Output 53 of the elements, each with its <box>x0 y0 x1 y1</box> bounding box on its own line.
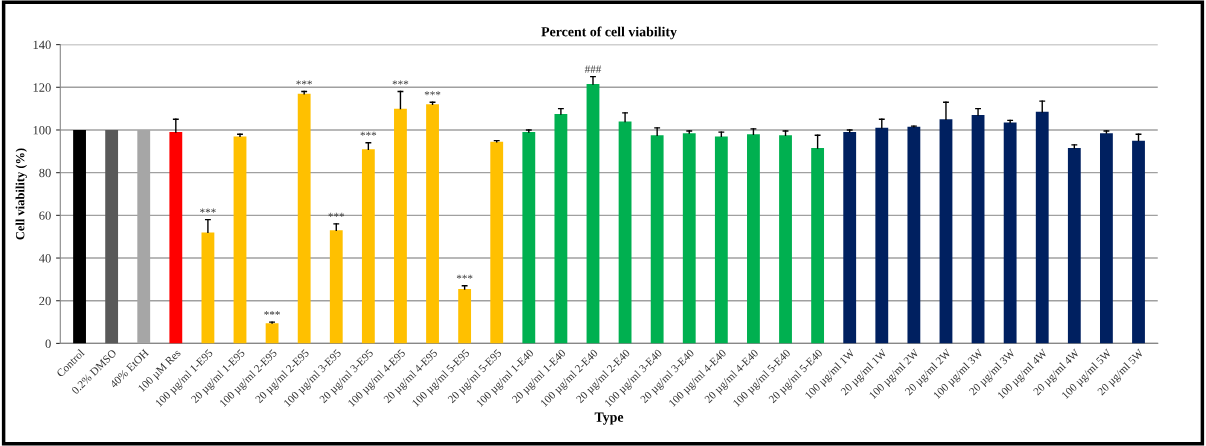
bar <box>1067 148 1081 344</box>
bar <box>554 113 568 344</box>
annotation: *** <box>328 212 345 217</box>
chart-title: Percent of cell viability <box>541 26 677 40</box>
y-tick-label: 40 <box>39 254 51 263</box>
bar <box>747 134 760 344</box>
bar <box>233 136 247 344</box>
bar <box>522 132 536 344</box>
bar <box>811 148 825 344</box>
bar <box>971 115 985 344</box>
bar <box>458 288 472 344</box>
y-tick-label: 140 <box>33 40 51 50</box>
annotation: *** <box>296 80 312 85</box>
y-tick-label: 80 <box>39 168 51 178</box>
x-axis-title: Type <box>594 412 624 425</box>
bar <box>779 135 792 344</box>
y-tick-label: 120 <box>33 83 51 92</box>
annotation: *** <box>264 311 280 316</box>
y-tick-label: 100 <box>33 126 51 135</box>
bar <box>1035 111 1049 344</box>
annotation: *** <box>392 80 409 85</box>
bar <box>875 127 889 344</box>
bar <box>843 132 857 344</box>
bar <box>1003 122 1017 344</box>
annotation: ### <box>584 65 602 73</box>
bar <box>297 93 311 344</box>
annotation: *** <box>424 91 441 96</box>
annotation: *** <box>200 208 216 213</box>
bar <box>682 133 696 344</box>
bar <box>265 323 279 344</box>
bar <box>73 129 86 344</box>
y-tick-label: 60 <box>39 211 51 220</box>
bar <box>361 149 375 344</box>
y-axis-title: Cell viability (%) <box>15 148 27 240</box>
y-tick-label: 20 <box>39 296 51 306</box>
bar <box>490 141 504 344</box>
annotation: *** <box>360 131 377 136</box>
bar <box>201 232 215 344</box>
bar <box>329 230 343 344</box>
bar <box>1132 140 1145 344</box>
bar <box>618 121 632 344</box>
bar <box>169 132 183 344</box>
annotation: *** <box>456 274 473 279</box>
bar <box>907 126 921 344</box>
bar <box>426 104 439 344</box>
y-tick-label: 0 <box>45 339 51 348</box>
bar <box>394 108 407 344</box>
bar <box>586 84 600 344</box>
bar <box>650 135 664 344</box>
bar <box>1100 133 1113 344</box>
bar <box>105 129 119 344</box>
bar <box>714 136 728 344</box>
bar <box>939 119 953 344</box>
